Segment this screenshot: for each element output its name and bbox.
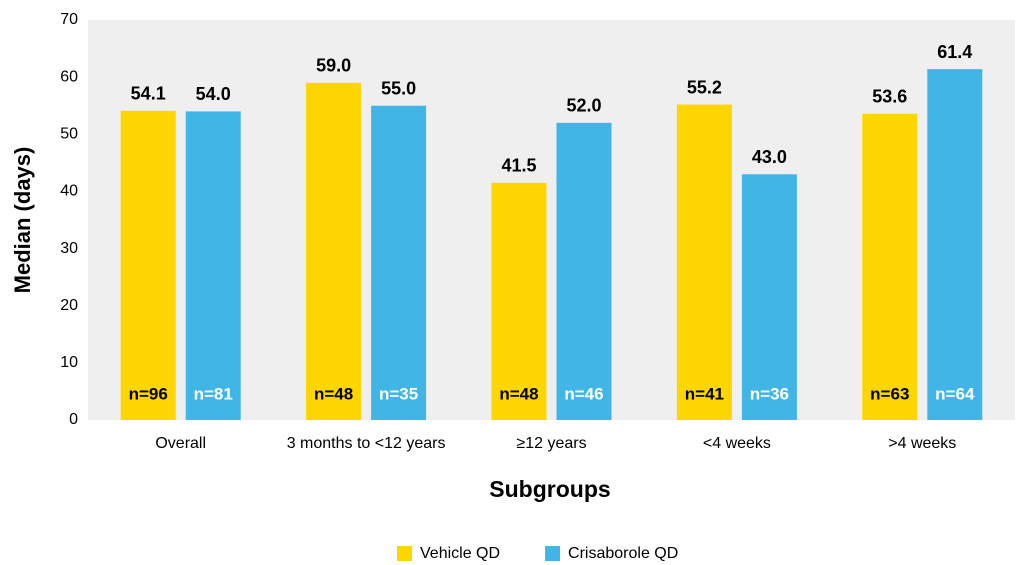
x-axis-title: Subgroups (489, 476, 610, 502)
bar (491, 182, 547, 420)
bar (371, 105, 427, 420)
value-label: 54.0 (196, 84, 231, 104)
y-tick-label: 70 (60, 11, 78, 28)
y-axis-title: Median (days) (10, 147, 35, 294)
n-label: n=36 (750, 384, 789, 403)
x-tick-label: Overall (155, 435, 206, 452)
bar (741, 174, 797, 420)
n-label: n=35 (379, 384, 418, 403)
x-tick-label: ≥12 years (516, 435, 586, 452)
value-label: 54.1 (131, 84, 166, 104)
value-label: 59.0 (316, 56, 351, 76)
value-label: 55.0 (381, 78, 416, 98)
value-label: 61.4 (937, 42, 972, 62)
bar (556, 122, 612, 420)
n-label: n=96 (129, 384, 168, 403)
value-label: 55.2 (687, 77, 722, 97)
n-label: n=48 (499, 384, 538, 403)
legend-label: Vehicle QD (420, 545, 500, 562)
bar (306, 82, 362, 420)
bar (862, 113, 918, 420)
bar (927, 69, 983, 421)
y-tick-label: 30 (60, 240, 78, 257)
n-label: n=81 (194, 384, 233, 403)
y-tick-label: 0 (69, 411, 78, 428)
n-label: n=41 (685, 384, 724, 403)
value-label: 43.0 (752, 147, 787, 167)
n-label: n=64 (935, 384, 975, 403)
y-tick-label: 10 (60, 354, 78, 371)
value-label: 52.0 (566, 96, 601, 116)
x-tick-label: >4 weeks (888, 435, 956, 452)
bar (120, 110, 176, 420)
y-tick-label: 40 (60, 183, 78, 200)
x-tick-label: <4 weeks (703, 435, 771, 452)
value-label: 53.6 (872, 86, 907, 106)
value-label: 41.5 (501, 156, 536, 176)
x-tick-label: 3 months to <12 years (287, 435, 446, 452)
n-label: n=48 (314, 384, 353, 403)
bar (676, 104, 732, 421)
n-label: n=46 (564, 384, 603, 403)
legend-label: Crisaborole QD (568, 545, 678, 562)
legend-swatch (545, 546, 561, 561)
y-tick-label: 20 (60, 297, 78, 314)
y-tick-label: 50 (60, 126, 78, 143)
legend-swatch (397, 546, 412, 561)
plot-area (88, 20, 1015, 420)
bar (185, 111, 241, 420)
n-label: n=63 (870, 384, 909, 403)
y-tick-label: 60 (60, 68, 78, 85)
